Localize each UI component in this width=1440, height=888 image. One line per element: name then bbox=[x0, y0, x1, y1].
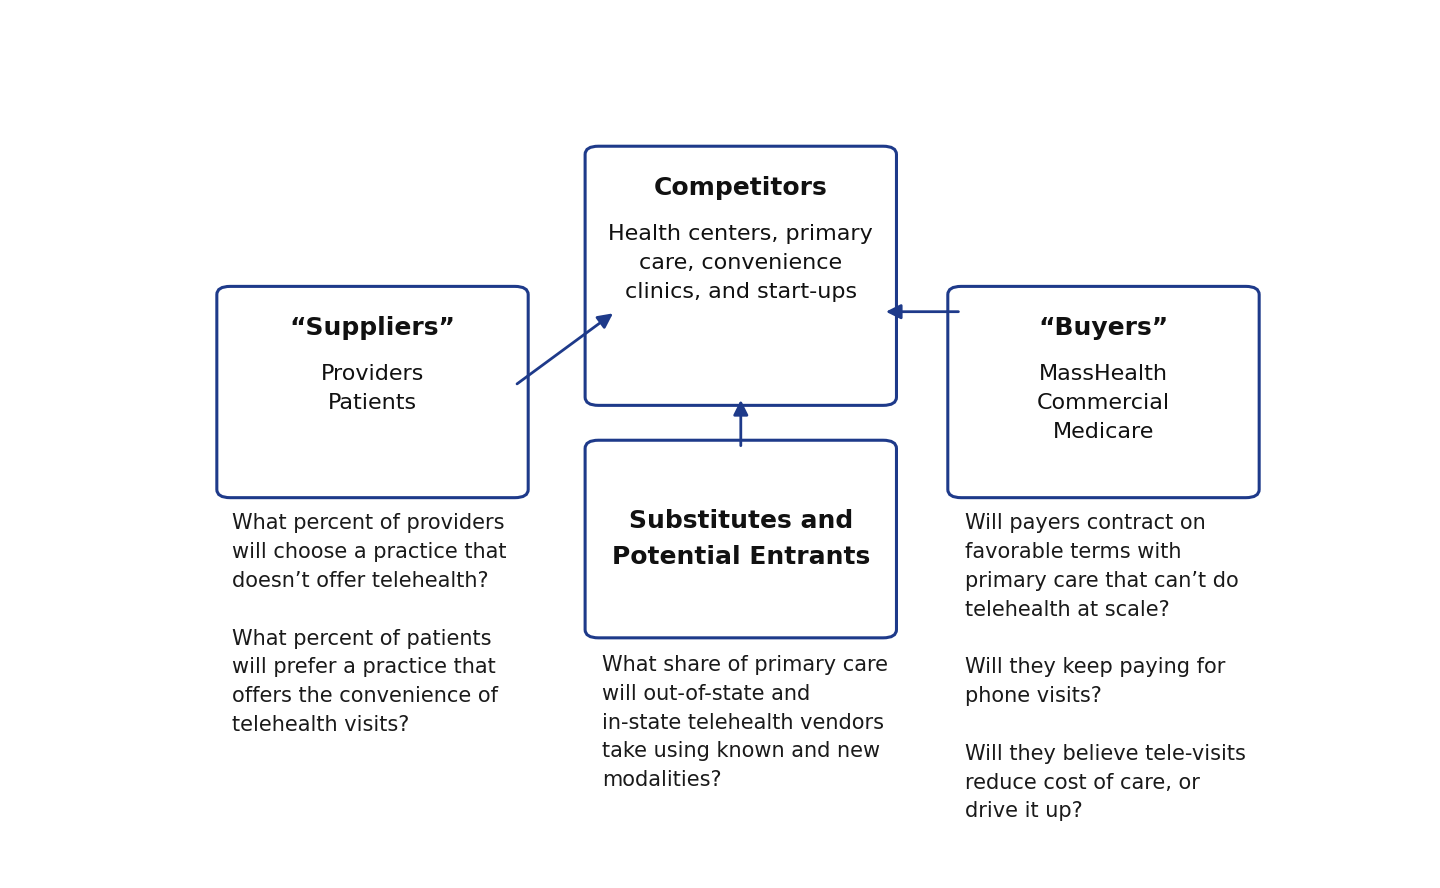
Text: Health centers, primary
care, convenience
clinics, and start-ups: Health centers, primary care, convenienc… bbox=[609, 224, 873, 302]
Text: What share of primary care
will out-of-state and
in-state telehealth vendors
tak: What share of primary care will out-of-s… bbox=[602, 655, 888, 790]
Text: Competitors: Competitors bbox=[654, 177, 828, 201]
FancyBboxPatch shape bbox=[585, 147, 897, 405]
FancyBboxPatch shape bbox=[948, 287, 1259, 497]
Text: What percent of providers
will choose a practice that
doesn’t offer telehealth?
: What percent of providers will choose a … bbox=[232, 513, 507, 735]
Text: MassHealth
Commercial
Medicare: MassHealth Commercial Medicare bbox=[1037, 364, 1171, 442]
Text: Will payers contract on
favorable terms with
primary care that can’t do
teleheal: Will payers contract on favorable terms … bbox=[965, 513, 1246, 821]
Text: “Suppliers”: “Suppliers” bbox=[289, 316, 455, 340]
Text: “Buyers”: “Buyers” bbox=[1038, 316, 1169, 340]
Text: Substitutes and
Potential Entrants: Substitutes and Potential Entrants bbox=[612, 510, 870, 568]
Text: Providers
Patients: Providers Patients bbox=[321, 364, 425, 413]
FancyBboxPatch shape bbox=[585, 440, 897, 638]
FancyBboxPatch shape bbox=[217, 287, 528, 497]
